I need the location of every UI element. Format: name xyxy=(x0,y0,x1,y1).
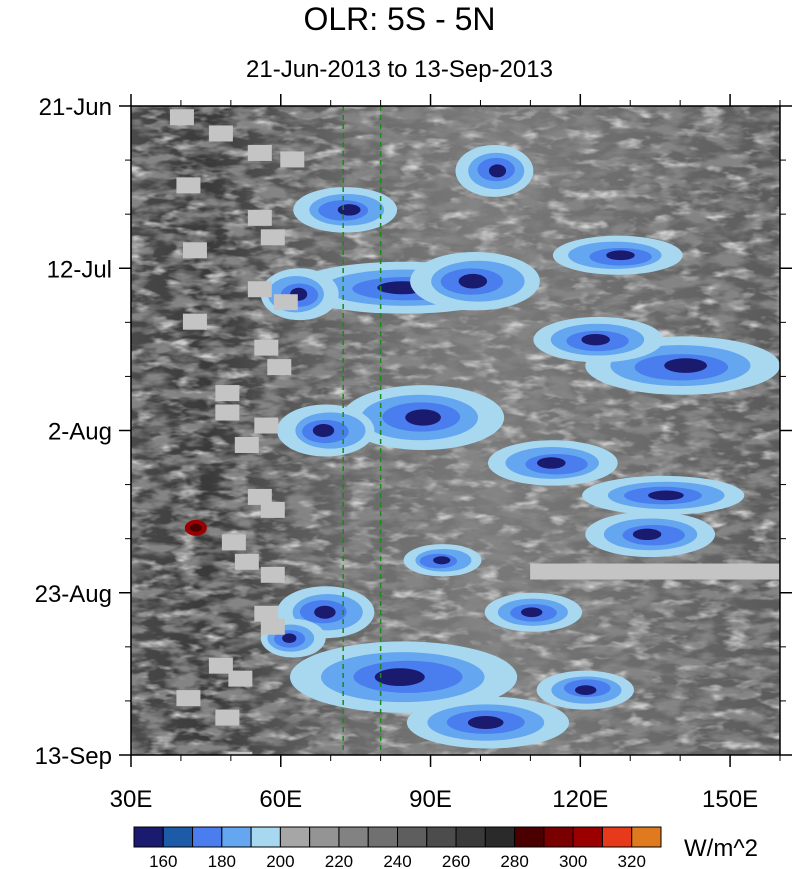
olr-contour-160 xyxy=(632,528,662,541)
colorbar-swatch xyxy=(162,826,194,848)
chart-title: OLR: 5S - 5N xyxy=(303,1,496,37)
colorbar-label: 240 xyxy=(383,852,411,869)
olr-contour-160 xyxy=(648,490,684,501)
missing-data-patch xyxy=(234,553,259,570)
missing-data-patch xyxy=(267,359,292,376)
olr-contour-160 xyxy=(467,716,504,730)
missing-data-patch xyxy=(176,177,201,194)
x-tick-label: 90E xyxy=(409,786,452,813)
olr-contour-160 xyxy=(312,424,335,437)
missing-data-patch xyxy=(215,709,240,726)
x-tick-label: 120E xyxy=(552,786,608,813)
y-tick-label: 21-Jun xyxy=(39,94,112,121)
colorbar-swatch xyxy=(631,826,662,848)
x-tick-label: 30E xyxy=(110,786,153,813)
missing-data-patch xyxy=(215,385,240,402)
missing-data-patch xyxy=(260,618,285,635)
colorbar-swatch xyxy=(484,826,516,848)
olr-contour-160 xyxy=(581,333,610,346)
colorbar-swatch xyxy=(279,826,311,848)
colorbar-label: 280 xyxy=(500,852,528,869)
colorbar-swatch xyxy=(133,826,164,848)
missing-data-patch xyxy=(228,670,253,687)
colorbar-swatch xyxy=(192,826,223,848)
missing-data-patch xyxy=(221,534,246,551)
colorbar-swatch xyxy=(426,826,457,848)
missing-data-patch xyxy=(228,751,253,755)
colorbar-swatch xyxy=(221,826,252,848)
olr-contour-160 xyxy=(458,273,488,289)
olr-contour-280 xyxy=(189,523,202,532)
colorbar-swatch xyxy=(572,826,603,848)
missing-data-patch xyxy=(254,339,279,356)
missing-data-patch xyxy=(280,151,305,168)
colorbar-label: 320 xyxy=(618,852,646,869)
missing-data-patch xyxy=(260,566,285,583)
x-tick-label: 150E xyxy=(702,786,758,813)
colorbar-swatch xyxy=(455,826,486,848)
missing-data-patch xyxy=(208,125,233,142)
olr-contour-160 xyxy=(337,204,361,216)
missing-data-patch xyxy=(182,313,207,330)
y-tick-label: 12-Jul xyxy=(47,256,112,283)
missing-data-patch xyxy=(247,488,272,505)
missing-data-patch xyxy=(215,404,240,421)
olr-contour-160 xyxy=(405,409,441,426)
olr-contour-160 xyxy=(664,358,708,373)
missing-data-patch xyxy=(273,294,298,311)
missing-data-patch xyxy=(260,501,285,518)
colorbar-swatch xyxy=(601,826,633,848)
olr-contour-160 xyxy=(488,164,507,178)
olr-contour-160 xyxy=(537,457,566,469)
missing-data-patch xyxy=(254,605,279,622)
olr-contour-160 xyxy=(521,607,543,618)
colorbar-swatch xyxy=(397,826,428,848)
missing-data-patch xyxy=(182,242,207,259)
plot-area xyxy=(131,106,780,755)
missing-data-patch xyxy=(247,209,272,226)
x-tick-label: 60E xyxy=(259,786,302,813)
olr-contour-160 xyxy=(433,556,451,565)
colorbar-swatch xyxy=(250,826,281,848)
colorbar-swatch xyxy=(367,826,399,848)
colorbar-label: 300 xyxy=(559,852,587,869)
missing-data-patch xyxy=(247,144,272,161)
colorbar-swatch xyxy=(338,826,369,848)
y-tick-label: 2-Aug xyxy=(48,419,112,446)
colorbar-label: 160 xyxy=(149,852,177,869)
y-tick-label: 13-Sep xyxy=(35,743,112,770)
missing-data-patch xyxy=(176,690,201,707)
colorbar-label: 220 xyxy=(325,852,353,869)
olr-contour-160 xyxy=(282,633,297,644)
colorbar-label: 200 xyxy=(266,852,294,869)
colorbar-label: 180 xyxy=(208,852,236,869)
olr-contour-160 xyxy=(575,685,597,695)
y-tick-label: 23-Aug xyxy=(35,581,112,608)
missing-data-patch xyxy=(169,109,194,126)
olr-contour-160 xyxy=(314,605,336,619)
colorbar-swatch xyxy=(514,826,545,848)
olr-contour-160 xyxy=(606,250,635,261)
missing-data-band xyxy=(530,563,780,580)
missing-data-patch xyxy=(234,436,259,453)
olr-contour-160 xyxy=(374,668,425,687)
missing-data-patch xyxy=(254,417,279,434)
missing-data-patch xyxy=(260,229,285,246)
missing-data-patch xyxy=(247,281,272,298)
colorbar-label: 260 xyxy=(442,852,470,869)
colorbar-units: W/m^2 xyxy=(684,835,758,862)
chart-subtitle: 21-Jun-2013 to 13-Sep-2013 xyxy=(246,56,553,83)
missing-data-patch xyxy=(208,657,233,674)
colorbar-swatch xyxy=(543,826,574,848)
colorbar-swatch xyxy=(309,826,340,848)
